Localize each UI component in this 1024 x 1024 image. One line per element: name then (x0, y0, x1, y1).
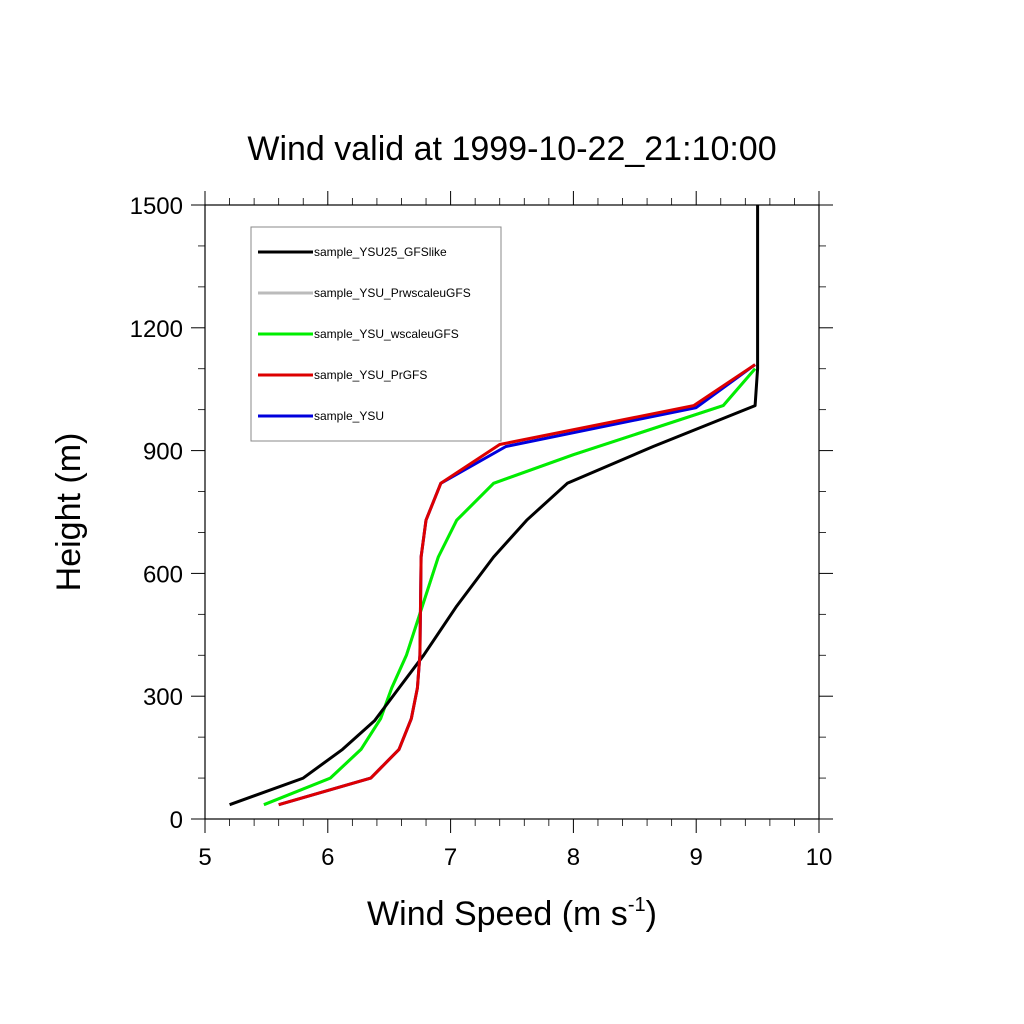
series-line-sample_YSU_wscaleuGFS (263, 367, 757, 807)
x-tick-label: 7 (444, 844, 457, 871)
y-tick-label: 1500 (130, 193, 183, 220)
y-axis-label: Height (m) (50, 433, 88, 592)
tick-labels: 5 6 7 8 9 10 0 300 600 900 1200 1500 (130, 193, 833, 871)
series-line-sample_YSU25_GFSlike (229, 205, 760, 807)
series-line-sample_YSU_PrGFS (278, 363, 756, 807)
plot-frame (204, 204, 820, 820)
axis-ticks (191, 191, 833, 833)
y-tick-label: 600 (143, 561, 183, 588)
legend-label-sample_YSU_PrGFS: sample_YSU_PrGFS (314, 368, 427, 382)
y-tick-label: 900 (143, 439, 183, 466)
series-lines (229, 205, 760, 807)
legend-label-sample_YSU_PrwscaleuGFS: sample_YSU_PrwscaleuGFS (314, 286, 471, 300)
legend-label-sample_YSU: sample_YSU (314, 409, 384, 423)
x-tick-label: 10 (806, 844, 833, 871)
plot-border (204, 204, 820, 820)
x-tick-label: 5 (198, 844, 211, 871)
x-axis-label: Wind Speed (m s-1) (367, 894, 657, 933)
x-axis-label-superscript: -1 (628, 894, 646, 916)
x-axis-label-suffix: ) (646, 895, 657, 933)
y-tick-label: 300 (143, 684, 183, 711)
chart-title: Wind valid at 1999-10-22_21:10:00 (247, 130, 776, 168)
y-tick-label: 0 (170, 807, 183, 834)
x-tick-label: 9 (690, 844, 703, 871)
x-tick-label: 6 (321, 844, 334, 871)
x-axis-label-main: Wind Speed (m s (367, 895, 628, 933)
legend-label-sample_YSU_wscaleuGFS: sample_YSU_wscaleuGFS (314, 327, 459, 341)
legend-label-sample_YSU25_GFSlike: sample_YSU25_GFSlike (314, 245, 447, 259)
y-tick-label: 1200 (130, 316, 183, 343)
legend: sample_YSU25_GFSlike sample_YSU_Prwscaleu… (250, 226, 502, 442)
x-tick-label: 8 (567, 844, 580, 871)
